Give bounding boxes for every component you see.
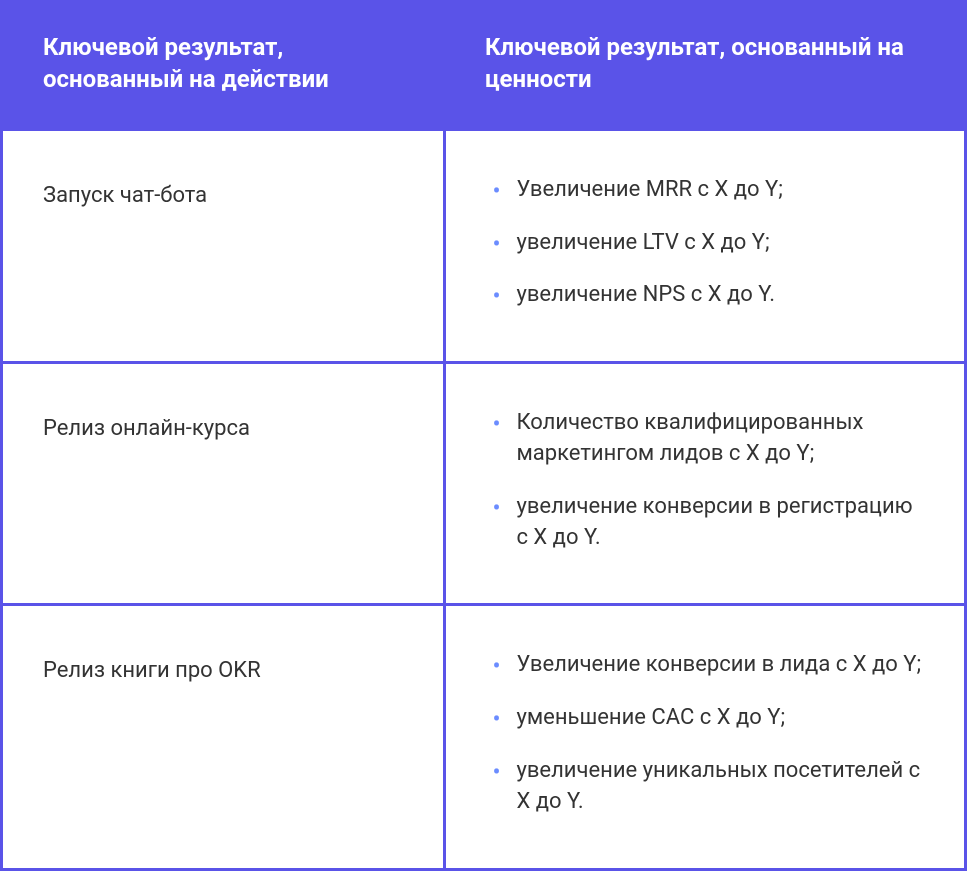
list-item: Увеличение MRR с X до Y; — [486, 175, 924, 206]
list-item: увеличение NPS с X до Y. — [486, 280, 924, 311]
list-item: увеличение уникальных посетителей с X до… — [486, 756, 924, 818]
value-cell: Количество квалифицированных маркетингом… — [445, 363, 966, 605]
table-body: Запуск чат-бота Увеличение MRR с X до Y;… — [2, 129, 966, 869]
value-list: Количество квалифицированных маркетингом… — [486, 408, 924, 553]
table-header-row: Ключевой результат, основанный на действ… — [2, 2, 966, 130]
list-item: увеличение LTV с X до Y; — [486, 228, 924, 259]
value-cell: Увеличение MRR с X до Y; увеличение LTV … — [445, 129, 966, 362]
action-cell: Запуск чат-бота — [2, 129, 445, 362]
list-item: увеличение конверсии в регистрацию с X д… — [486, 492, 924, 554]
action-cell: Релиз книги про OKR — [2, 605, 445, 869]
table-row: Релиз книги про OKR Увеличение конверсии… — [2, 605, 966, 869]
value-cell: Увеличение конверсии в лида с X до Y; ум… — [445, 605, 966, 869]
column-header-value: Ключевой результат, основанный на ценнос… — [445, 2, 966, 130]
table-row: Запуск чат-бота Увеличение MRR с X до Y;… — [2, 129, 966, 362]
list-item: уменьшение CAC с X до Y; — [486, 703, 924, 734]
list-item: Увеличение конверсии в лида с X до Y; — [486, 650, 924, 681]
value-list: Увеличение MRR с X до Y; увеличение LTV … — [486, 175, 924, 311]
action-cell: Релиз онлайн-курса — [2, 363, 445, 605]
column-header-action: Ключевой результат, основанный на действ… — [2, 2, 445, 130]
list-item: Количество квалифицированных маркетингом… — [486, 408, 924, 470]
table-row: Релиз онлайн-курса Количество квалифицир… — [2, 363, 966, 605]
value-list: Увеличение конверсии в лида с X до Y; ум… — [486, 650, 924, 817]
okr-comparison-table: Ключевой результат, основанный на действ… — [0, 0, 967, 871]
